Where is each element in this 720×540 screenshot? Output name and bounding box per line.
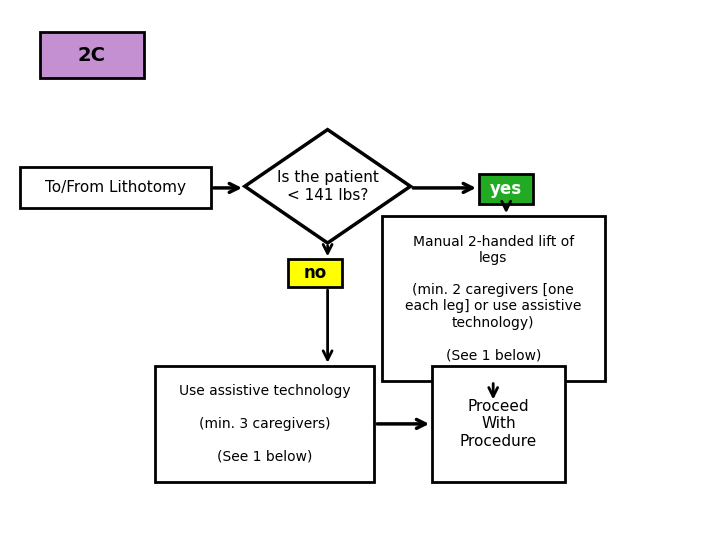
FancyBboxPatch shape xyxy=(40,32,144,78)
FancyBboxPatch shape xyxy=(155,366,374,482)
Text: yes: yes xyxy=(490,180,522,198)
FancyBboxPatch shape xyxy=(20,167,211,208)
Text: 2C: 2C xyxy=(78,46,106,65)
Text: To/From Lithotomy: To/From Lithotomy xyxy=(45,180,186,195)
Polygon shape xyxy=(245,130,410,243)
Text: Use assistive technology

(min. 3 caregivers)

(See 1 below): Use assistive technology (min. 3 caregiv… xyxy=(179,384,351,463)
FancyBboxPatch shape xyxy=(288,259,342,287)
Text: Proceed
With
Procedure: Proceed With Procedure xyxy=(460,399,537,449)
Text: no: no xyxy=(303,264,327,282)
FancyBboxPatch shape xyxy=(479,174,533,204)
FancyBboxPatch shape xyxy=(382,216,605,381)
Text: Is the patient
< 141 lbs?: Is the patient < 141 lbs? xyxy=(276,170,379,202)
FancyBboxPatch shape xyxy=(432,366,565,482)
Text: Manual 2-handed lift of
legs

(min. 2 caregivers [one
each leg] or use assistive: Manual 2-handed lift of legs (min. 2 car… xyxy=(405,235,581,362)
